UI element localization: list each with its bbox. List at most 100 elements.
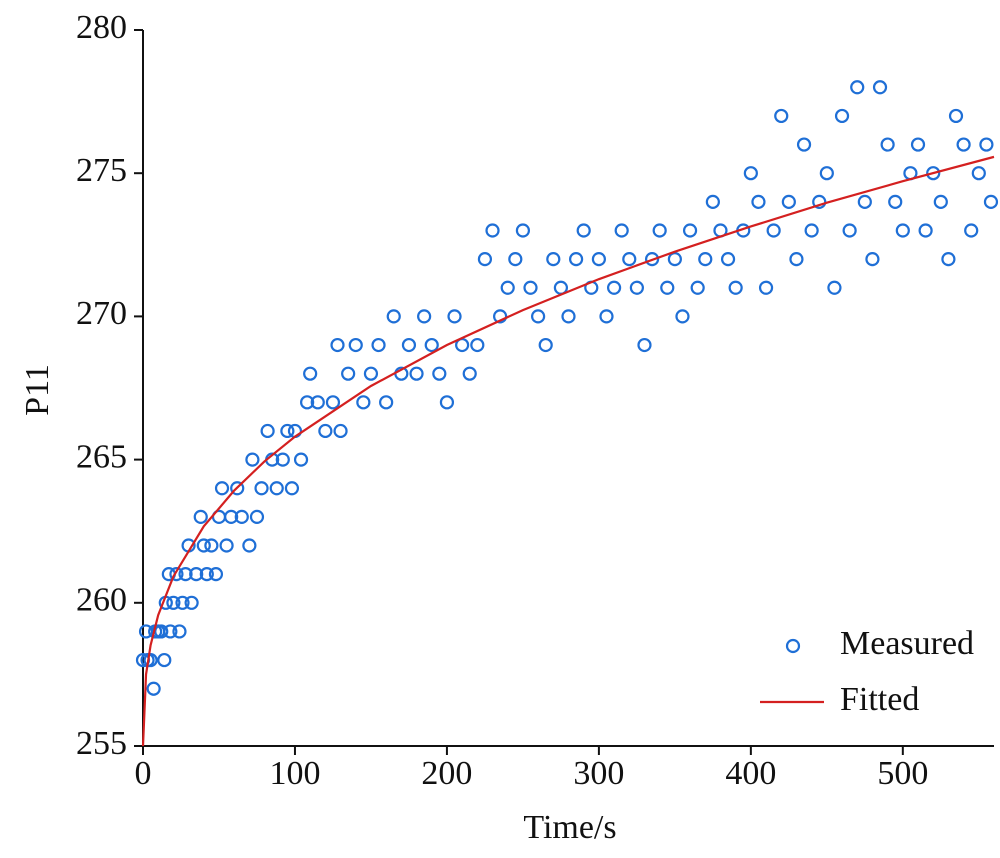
data-point	[348, 337, 363, 353]
data-point	[804, 223, 819, 238]
y-tick-label: 270	[76, 295, 127, 332]
data-point	[219, 538, 234, 553]
data-point	[926, 166, 941, 181]
data-point	[983, 194, 999, 209]
data-point	[371, 337, 386, 353]
data-point	[269, 481, 284, 496]
data-point	[523, 280, 538, 295]
data-point	[500, 280, 515, 295]
data-point	[667, 252, 682, 267]
data-point	[812, 194, 827, 209]
data-point	[214, 481, 230, 496]
data-point	[189, 567, 204, 582]
data-point	[971, 166, 986, 181]
fit-line	[141, 155, 995, 747]
data-point	[751, 194, 766, 209]
data-point	[531, 309, 546, 324]
data-point	[224, 509, 239, 524]
data-point	[690, 280, 705, 295]
data-point	[515, 223, 531, 238]
data-point	[758, 280, 774, 295]
data-point	[933, 194, 948, 209]
data-point	[193, 509, 208, 524]
data-point	[781, 194, 796, 209]
y-tick-label: 260	[76, 582, 127, 619]
data-point	[622, 252, 637, 267]
data-point	[834, 108, 850, 124]
data-point	[614, 223, 629, 238]
data-point	[705, 194, 720, 209]
data-point	[341, 366, 356, 381]
data-point	[143, 652, 158, 668]
data-point	[948, 108, 964, 124]
data-point	[245, 452, 260, 467]
legend-label: Fitted	[840, 681, 919, 718]
data-point	[827, 280, 842, 295]
legend-marker	[785, 638, 801, 654]
data-point	[888, 194, 903, 209]
data-point	[546, 252, 561, 267]
data-point	[447, 309, 462, 324]
data-point	[169, 567, 184, 582]
data-point	[280, 423, 295, 439]
data-point	[872, 80, 888, 95]
data-point	[157, 652, 172, 668]
data-point	[249, 509, 265, 524]
data-point	[789, 252, 804, 267]
data-point	[606, 280, 622, 295]
data-point	[956, 137, 971, 152]
data-point	[293, 452, 309, 467]
data-point	[379, 395, 394, 410]
x-tick-label: 100	[269, 755, 320, 792]
data-point	[146, 681, 161, 696]
data-point	[842, 223, 857, 238]
data-point	[470, 337, 485, 353]
data-point	[591, 252, 606, 267]
data-point	[743, 166, 758, 181]
data-point	[599, 309, 614, 324]
data-point	[260, 423, 275, 439]
data-point	[774, 108, 789, 124]
data-point	[660, 280, 675, 295]
data-point	[208, 567, 224, 582]
data-point	[184, 595, 199, 610]
data-point	[196, 538, 211, 553]
y-tick-label: 265	[76, 438, 127, 475]
x-tick-label: 0	[135, 755, 152, 792]
data-point	[275, 452, 290, 467]
y-tick-label: 280	[76, 9, 127, 46]
data-point	[576, 223, 591, 238]
data-point	[941, 252, 956, 267]
data-point	[199, 567, 214, 582]
data-point	[318, 423, 333, 439]
data-point	[508, 252, 523, 267]
y-axis-title: P11	[19, 364, 56, 416]
data-point	[439, 395, 455, 410]
data-point	[172, 624, 187, 639]
data-point	[485, 223, 500, 238]
data-point	[330, 337, 345, 353]
data-point	[819, 166, 834, 181]
data-point	[637, 337, 652, 353]
data-point	[895, 223, 910, 238]
data-point	[409, 366, 424, 381]
data-point	[644, 252, 660, 267]
data-point	[163, 624, 178, 639]
data-point	[363, 366, 379, 381]
data-point	[234, 509, 249, 524]
data-point	[477, 252, 493, 267]
data-point	[857, 194, 872, 209]
data-point	[356, 395, 371, 410]
y-tick-label: 255	[76, 725, 127, 762]
data-point	[325, 395, 341, 410]
data-point	[175, 595, 190, 610]
y-tick-label: 275	[76, 152, 127, 189]
data-point	[417, 309, 432, 324]
data-point	[766, 223, 781, 238]
data-point	[880, 137, 895, 152]
x-tick-label: 400	[725, 755, 776, 792]
data-point	[284, 481, 300, 496]
data-point	[698, 252, 713, 267]
x-tick-label: 300	[573, 755, 624, 792]
